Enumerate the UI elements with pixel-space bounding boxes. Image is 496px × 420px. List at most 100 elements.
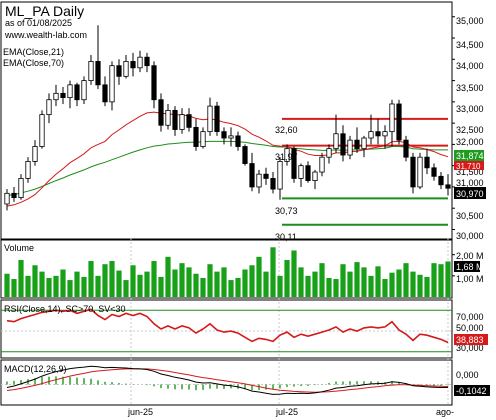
ema70-value-tag: 31,874 xyxy=(456,151,484,161)
candle-body-up xyxy=(256,173,262,188)
volume-bar xyxy=(263,271,269,297)
price-tick: 31,000 xyxy=(456,178,484,188)
volume-bar xyxy=(18,259,24,297)
candle-body-down xyxy=(193,126,199,147)
volume-bar xyxy=(410,271,416,297)
price-axis: 35,000 34,500 34,000 33,500 33,000 32,50… xyxy=(456,16,484,241)
candle-body-up xyxy=(326,148,332,158)
volume-bar xyxy=(431,263,437,297)
price-tick: 31,500 xyxy=(456,167,484,177)
price-tick: 34,500 xyxy=(456,40,484,50)
volume-bar xyxy=(228,280,234,297)
volume-bar xyxy=(298,267,304,297)
volume-bar xyxy=(214,271,220,297)
rsi-tick: 50,000 xyxy=(456,323,484,333)
candle-body-down xyxy=(144,56,150,67)
volume-bar xyxy=(4,273,10,297)
candle xyxy=(389,99,395,147)
x-tick-ago: ago- xyxy=(436,407,454,417)
candle-body-down xyxy=(291,148,297,179)
candle-body-up xyxy=(25,161,31,179)
candle xyxy=(165,103,171,130)
volume-tick: 2,00 M xyxy=(456,251,484,261)
candle-body-up xyxy=(81,80,87,101)
volume-bar xyxy=(39,271,45,297)
candle xyxy=(368,114,374,145)
chart-title: ML_PA Daily xyxy=(5,3,84,19)
candle xyxy=(354,127,360,153)
candle-body-down xyxy=(130,61,136,69)
volume-bar xyxy=(249,265,255,297)
candle xyxy=(179,108,185,134)
volume-bar xyxy=(109,261,115,297)
candle-body-up xyxy=(312,171,318,181)
volume-bar xyxy=(333,279,339,297)
volume-bar xyxy=(116,270,122,297)
candle-body-down xyxy=(410,156,416,188)
rsi-panel-frame xyxy=(0,299,453,359)
price-tick: 33,500 xyxy=(456,83,484,93)
candle xyxy=(137,50,143,73)
volume-label: Volume xyxy=(4,243,34,253)
candle-body-down xyxy=(11,192,17,198)
candle-body-down xyxy=(438,175,444,186)
volume-bar xyxy=(179,263,185,297)
candle-body-down xyxy=(95,61,101,86)
volume-bar xyxy=(340,264,346,297)
volume-bar xyxy=(102,264,108,297)
candle-body-up xyxy=(109,65,115,103)
candle-body-down xyxy=(242,146,248,164)
ema21-line xyxy=(6,111,449,207)
candle xyxy=(74,82,80,107)
candle-body-down xyxy=(445,184,451,189)
volume-value-tag: 1,68 M xyxy=(456,262,484,272)
candle xyxy=(410,152,416,194)
price-tick: 34,000 xyxy=(456,61,484,71)
volume-bar xyxy=(207,264,213,297)
candle-body-down xyxy=(116,65,122,77)
candle xyxy=(319,152,325,177)
candle-body-down xyxy=(263,173,269,179)
candle xyxy=(88,55,94,85)
price-panel-frame xyxy=(0,1,453,240)
volume-bar xyxy=(151,261,157,297)
candle-body-down xyxy=(74,84,80,101)
candle-body-down xyxy=(396,103,402,141)
candle-body-up xyxy=(347,139,353,156)
volume-bar xyxy=(200,277,206,297)
candle-body-up xyxy=(368,131,374,139)
rsi-value-tag: 38,883 xyxy=(456,335,484,345)
volume-bar xyxy=(305,275,311,297)
volume-bar xyxy=(144,271,150,297)
volume-bar xyxy=(284,259,290,297)
candle xyxy=(158,93,164,132)
candle-body-up xyxy=(39,114,45,147)
volume-bar xyxy=(25,275,31,297)
volume-bar xyxy=(53,275,59,297)
candle xyxy=(221,127,227,145)
candle-body-up xyxy=(333,133,339,150)
volume-bar xyxy=(368,275,374,297)
volume-bar xyxy=(445,261,451,297)
candle xyxy=(256,169,262,194)
level-label-31-97: 31,97 xyxy=(275,152,298,162)
price-tick: 30,500 xyxy=(456,211,484,221)
candle-body-up xyxy=(88,61,94,81)
candle xyxy=(200,127,206,149)
rsi-series xyxy=(1,308,452,353)
candle xyxy=(403,135,409,162)
volume-bar xyxy=(235,277,241,297)
candle xyxy=(249,152,255,192)
candle-body-up xyxy=(200,131,206,147)
volume-bar xyxy=(438,264,444,297)
rsi-tick: 70,000 xyxy=(456,312,484,322)
volume-bar xyxy=(67,280,73,297)
volume-bar xyxy=(32,265,38,297)
candle-body-up xyxy=(46,99,52,116)
candle xyxy=(193,118,199,151)
candle xyxy=(277,157,283,200)
candle xyxy=(207,97,213,136)
candle-body-up xyxy=(165,109,171,126)
rsi-label: RSI(Close,14), SC>70, SV<30 xyxy=(4,304,126,314)
